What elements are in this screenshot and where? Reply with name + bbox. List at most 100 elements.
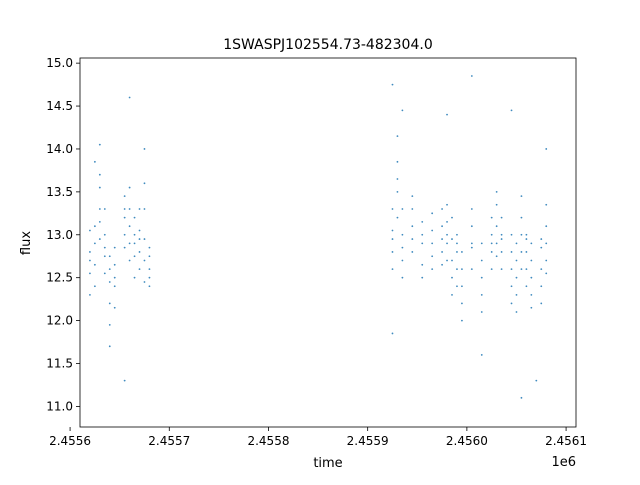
data-point [128,208,131,210]
data-point [535,379,538,382]
data-point [421,242,424,245]
data-point [98,186,101,189]
data-point [93,160,96,163]
data-point [148,276,151,279]
data-point [143,148,146,150]
data-point [456,233,458,236]
data-point [123,233,126,236]
y-tick-label: 12.5 [46,271,73,285]
x-tick-label: 2.4557 [148,434,190,448]
data-point [500,238,503,240]
data-point [515,311,518,313]
data-point [143,238,146,240]
data-point [113,246,116,249]
data-point [470,208,473,210]
data-point [123,216,126,219]
x-axis-label: time [313,456,342,471]
data-point [396,135,399,137]
data-point [391,268,394,270]
data-point [461,268,463,270]
data-point [446,233,448,236]
data-point [525,285,528,288]
data-point [461,319,463,322]
x-axis-offset-label: 1e6 [551,455,576,470]
data-point [520,216,523,219]
data-point [431,229,434,232]
data-point [93,263,96,266]
data-point [143,208,146,210]
data-point [431,212,434,215]
data-point [520,195,523,198]
data-point [510,268,513,270]
data-point [451,293,453,296]
data-point [530,306,533,309]
data-point [421,233,424,236]
data-point [401,208,404,210]
data-point [396,190,399,193]
data-point [510,233,513,236]
data-point [123,208,126,210]
data-point [480,311,483,313]
data-point [391,208,394,210]
data-point [545,242,548,245]
data-point [545,225,548,228]
data-point [396,160,399,163]
x-tick-label: 2.4558 [247,434,289,448]
data-point [545,203,548,206]
chart-title: 1SWASPJ102554.73-482304.0 [223,37,432,53]
data-point [391,229,394,232]
data-point [98,143,101,146]
data-point [461,285,463,288]
data-point [520,233,523,236]
data-point [128,259,131,262]
data-point [138,268,141,270]
data-point [470,242,473,245]
data-point [470,246,473,249]
data-point [103,208,106,210]
data-point [446,113,448,116]
data-point [396,178,399,180]
data-point [431,268,434,270]
data-point [138,208,141,210]
data-point [98,208,101,210]
data-point [89,251,91,253]
data-point [456,251,458,253]
data-point [490,216,493,219]
data-point [89,272,91,275]
data-point [133,255,136,258]
data-point [103,246,106,249]
data-point [93,225,96,228]
data-point [103,255,106,258]
data-point [108,323,111,326]
data-point [451,216,453,219]
data-point [401,233,404,236]
data-point [530,259,533,262]
data-point [480,293,483,296]
data-point [520,268,523,270]
data-point [143,281,146,283]
data-point [148,255,151,258]
data-point [431,255,434,258]
data-point [446,259,448,262]
data-point [123,246,126,249]
data-point [108,345,111,348]
data-point [431,242,434,245]
data-point [148,246,151,249]
data-point [525,251,528,253]
data-point [500,251,503,253]
data-point [421,221,424,223]
data-point [530,242,533,245]
data-point [401,109,404,112]
data-point [391,238,394,240]
data-point [103,233,106,236]
points-layer [89,75,548,399]
data-point [108,302,111,305]
data-point [490,268,493,270]
data-point [128,242,131,245]
data-point [89,259,91,262]
data-point [515,293,518,296]
data-point [456,285,458,288]
data-point [133,216,136,219]
